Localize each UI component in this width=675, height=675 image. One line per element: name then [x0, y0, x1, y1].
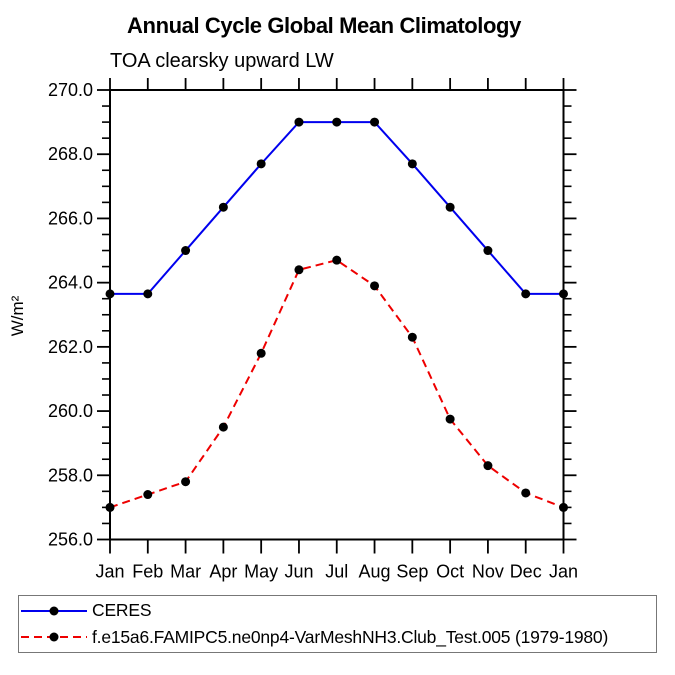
data-point-marker — [332, 255, 342, 265]
data-point-marker — [105, 289, 115, 299]
legend-sample-icon — [21, 632, 87, 642]
x-tick-label: Mar — [170, 562, 201, 582]
data-point-marker — [294, 265, 304, 275]
legend-box: CERES f.e15a6.FAMIPC5.ne0np4-VarMeshNH3.C… — [18, 595, 657, 653]
chart-subtitle: TOA clearsky upward LW — [110, 50, 334, 72]
x-tick-label: Apr — [209, 562, 237, 582]
data-point-marker — [483, 246, 493, 256]
data-point-marker — [218, 202, 228, 212]
data-point-marker — [407, 332, 417, 342]
legend-label: CERES — [92, 600, 152, 621]
data-point-marker — [143, 490, 153, 500]
x-tick-label: Jan — [95, 562, 124, 582]
data-point-marker — [559, 502, 568, 512]
y-tick-label: 260.0 — [48, 401, 93, 421]
y-tick-label: 256.0 — [48, 530, 93, 550]
data-point-marker — [407, 159, 417, 169]
data-point-marker — [256, 348, 266, 358]
data-point-marker — [559, 289, 568, 299]
series-line-1 — [109, 259, 564, 509]
plot-area: 256.0 258.0 260.0 262.0 264.0 266.0 268.0 270.0… — [48, 78, 578, 582]
data-point-marker — [256, 159, 266, 169]
x-tick-label: Feb — [132, 562, 163, 582]
legend-row: f.e15a6.FAMIPC5.ne0np4-VarMeshNH3.Club_T… — [19, 625, 656, 649]
y-tick-label: 262.0 — [48, 337, 93, 357]
y-tick-label: 258.0 — [48, 465, 93, 485]
x-tick-label: Nov — [472, 562, 504, 582]
x-tick-label: Oct — [436, 562, 464, 582]
data-point-marker — [483, 461, 493, 471]
data-point-marker — [143, 289, 153, 299]
y-tick-label: 264.0 — [48, 273, 93, 293]
data-point-marker — [105, 502, 115, 512]
x-tick-label: Jul — [325, 562, 348, 582]
data-point-marker — [521, 488, 531, 498]
data-point-marker — [445, 202, 455, 212]
y-tick-label: 268.0 — [48, 144, 93, 164]
data-point-marker — [218, 422, 228, 432]
x-tick-label: Jan — [549, 562, 578, 582]
chart-title: Annual Cycle Global Mean Climatology — [127, 13, 521, 38]
data-point-marker — [181, 246, 191, 256]
x-tick-label: Sep — [396, 562, 428, 582]
data-point-marker — [370, 117, 380, 127]
legend-label: f.e15a6.FAMIPC5.ne0np4-VarMeshNH3.Club_T… — [92, 626, 609, 647]
x-tick-label: May — [244, 562, 278, 582]
x-tick-label: Aug — [359, 562, 391, 582]
legend-sample-icon — [21, 606, 87, 616]
data-point-marker — [181, 477, 191, 487]
legend-row: CERES — [19, 599, 656, 623]
data-point-marker — [370, 281, 380, 291]
x-tick-label: Jun — [284, 562, 313, 582]
x-tick-label: Dec — [510, 562, 542, 582]
data-point-marker — [521, 289, 531, 299]
data-point-marker — [294, 117, 304, 127]
y-tick-label: 270.0 — [48, 80, 93, 100]
series-line-0 — [110, 121, 564, 295]
y-tick-label: 266.0 — [48, 208, 93, 228]
data-point-marker — [332, 117, 342, 127]
data-point-marker — [445, 414, 455, 424]
